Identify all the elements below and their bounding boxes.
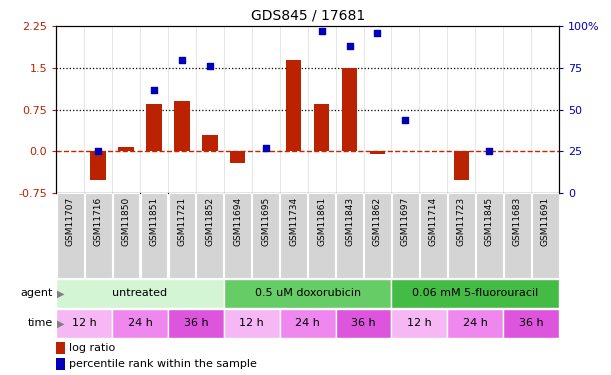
Point — [316, 28, 326, 34]
Bar — [169, 193, 196, 278]
Bar — [447, 309, 503, 338]
Text: GSM11697: GSM11697 — [401, 196, 410, 246]
Text: GSM11694: GSM11694 — [233, 196, 243, 246]
Text: ▶: ▶ — [57, 288, 64, 298]
Bar — [141, 193, 167, 278]
Bar — [342, 68, 357, 152]
Text: agent: agent — [21, 288, 53, 298]
Bar — [174, 101, 189, 152]
Bar — [503, 309, 559, 338]
Text: 24 h: 24 h — [463, 318, 488, 328]
Text: GSM11861: GSM11861 — [317, 196, 326, 246]
Text: untreated: untreated — [112, 288, 167, 298]
Bar — [90, 152, 106, 180]
Text: 24 h: 24 h — [295, 318, 320, 328]
Point — [205, 63, 214, 69]
Bar — [224, 309, 280, 338]
Bar — [280, 309, 335, 338]
Bar — [112, 193, 139, 278]
Bar — [202, 135, 218, 152]
Bar — [57, 193, 84, 278]
Text: GSM11714: GSM11714 — [429, 196, 438, 246]
Text: GSM11716: GSM11716 — [93, 196, 103, 246]
Bar — [336, 193, 363, 278]
Bar — [308, 193, 335, 278]
Text: GSM11851: GSM11851 — [150, 196, 158, 246]
Text: GSM11845: GSM11845 — [485, 196, 494, 246]
Text: 12 h: 12 h — [71, 318, 97, 328]
Bar — [453, 152, 469, 180]
Text: GSM11707: GSM11707 — [65, 196, 75, 246]
Text: percentile rank within the sample: percentile rank within the sample — [69, 358, 257, 369]
Bar — [335, 309, 392, 338]
Bar — [168, 309, 224, 338]
Bar — [112, 309, 168, 338]
Text: 0.5 uM doxorubicin: 0.5 uM doxorubicin — [255, 288, 360, 298]
Bar — [197, 193, 223, 278]
Bar — [56, 309, 112, 338]
Text: 24 h: 24 h — [128, 318, 153, 328]
Point — [177, 57, 187, 63]
Bar — [224, 279, 392, 308]
Text: 0.06 mM 5-fluorouracil: 0.06 mM 5-fluorouracil — [412, 288, 538, 298]
Bar — [280, 193, 307, 278]
Bar — [252, 193, 279, 278]
Text: GSM11862: GSM11862 — [373, 196, 382, 246]
Bar — [392, 309, 447, 338]
Bar — [392, 193, 419, 278]
Bar — [85, 193, 112, 278]
Bar — [56, 357, 65, 370]
Text: GSM11695: GSM11695 — [262, 196, 270, 246]
Text: 36 h: 36 h — [351, 318, 376, 328]
Bar — [420, 193, 447, 278]
Bar — [314, 104, 329, 152]
Text: 36 h: 36 h — [183, 318, 208, 328]
Bar — [230, 152, 246, 162]
Text: GSM11852: GSM11852 — [205, 196, 214, 246]
Text: ▶: ▶ — [57, 318, 64, 328]
Bar — [364, 193, 391, 278]
Text: 12 h: 12 h — [240, 318, 264, 328]
Text: log ratio: log ratio — [69, 343, 115, 352]
Text: GSM11683: GSM11683 — [513, 196, 522, 246]
Bar — [56, 342, 65, 354]
Text: GSM11721: GSM11721 — [177, 196, 186, 246]
Text: GSM11691: GSM11691 — [541, 196, 550, 246]
Text: GDS845 / 17681: GDS845 / 17681 — [251, 9, 365, 22]
Bar — [286, 60, 301, 152]
Bar — [448, 193, 475, 278]
Bar — [119, 147, 134, 152]
Text: GSM11723: GSM11723 — [457, 196, 466, 246]
Bar — [392, 279, 559, 308]
Bar — [503, 193, 530, 278]
Text: time: time — [28, 318, 53, 328]
Text: 36 h: 36 h — [519, 318, 543, 328]
Point — [149, 87, 159, 93]
Bar — [532, 193, 558, 278]
Bar — [476, 193, 503, 278]
Bar — [224, 193, 251, 278]
Point — [261, 145, 271, 151]
Point — [373, 30, 382, 36]
Point — [345, 43, 354, 49]
Text: 12 h: 12 h — [407, 318, 432, 328]
Bar — [56, 279, 224, 308]
Text: GSM11843: GSM11843 — [345, 196, 354, 246]
Bar — [370, 152, 385, 154]
Text: GSM11734: GSM11734 — [289, 196, 298, 246]
Text: GSM11850: GSM11850 — [122, 196, 131, 246]
Point — [401, 117, 411, 123]
Point — [485, 148, 494, 154]
Bar — [146, 104, 162, 152]
Point — [93, 148, 103, 154]
